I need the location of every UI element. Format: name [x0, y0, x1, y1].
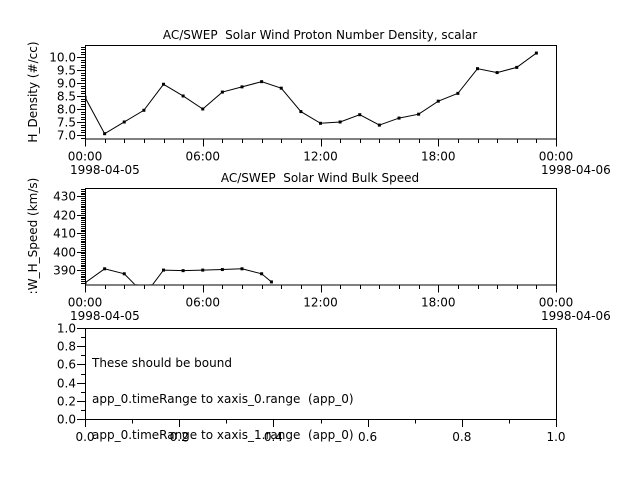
plot-0-y-axis-label: H_Density (#/cc) — [26, 41, 40, 143]
data-point-marker — [134, 284, 138, 285]
data-point-marker — [103, 132, 107, 136]
y-tick-label: 390 — [53, 264, 76, 278]
data-point-marker — [299, 110, 303, 114]
data-point-marker — [377, 123, 381, 127]
y-tick-label: 9.0 — [57, 77, 76, 91]
y-tick-label: 0.0 — [57, 413, 76, 427]
data-point-marker — [319, 121, 322, 125]
binding-annotation: These should be bound app_0.timeRange to… — [92, 333, 354, 465]
data-point-marker — [534, 51, 538, 55]
data-point-marker — [162, 82, 165, 86]
axis-ticks — [77, 47, 557, 147]
y-tick-label: 9.5 — [57, 64, 76, 78]
data-point-marker — [269, 280, 273, 284]
data-point-marker — [220, 268, 224, 272]
x-tick-label: 0.0 — [75, 430, 94, 444]
y-tick-label: 0.6 — [57, 358, 76, 372]
data-point-marker — [181, 94, 185, 98]
data-point-marker — [181, 269, 185, 273]
data-point-marker — [495, 71, 499, 75]
axis-ticks — [77, 189, 557, 293]
plot-panel-1[interactable]: 390 400 410 420 430 00:00 06:00 12:00 18:00 00:00… — [53, 188, 611, 323]
x-tick-label: 00:00 — [68, 150, 103, 164]
data-point-marker — [240, 267, 244, 271]
x-tick-label: 18:00 — [421, 150, 456, 164]
x-tick-label: 0.8 — [452, 430, 471, 444]
data-point-marker — [201, 268, 205, 272]
data-point-marker — [417, 112, 421, 116]
data-point-marker — [162, 268, 165, 272]
data-point-marker — [397, 116, 401, 120]
x-axis-end-date: 1998-04-06 — [541, 163, 611, 177]
y-tick-label: 0.4 — [57, 377, 76, 391]
data-point-marker — [436, 99, 440, 103]
data-point-marker — [260, 80, 264, 84]
y-tick-label: 8.0 — [57, 103, 76, 117]
x-tick-label: 18:00 — [421, 295, 456, 309]
x-tick-label: 12:00 — [303, 150, 338, 164]
series-line — [85, 268, 272, 285]
data-point-marker — [456, 91, 460, 95]
data-point-marker — [142, 108, 146, 112]
y-tick-label: 10.0 — [49, 51, 76, 65]
data-point-marker — [122, 120, 126, 124]
series-line — [85, 52, 537, 135]
data-point-marker — [103, 267, 107, 271]
annotation-line-2: app_0.timeRange to xaxis_0.range (app_0) — [92, 392, 354, 406]
plot-panel-2[interactable]: 0.0 0.2 0.4 0.6 0.8 1.0 0.0 0.2 0.4 0.6 0.8 1.0 — [57, 322, 566, 445]
data-point-marker — [240, 85, 244, 89]
x-tick-label: 12:00 — [303, 295, 338, 309]
x-tick-label: 1.0 — [546, 430, 565, 444]
plot-border — [85, 45, 557, 140]
data-point-marker — [150, 284, 154, 285]
x-tick-label: 0.6 — [358, 430, 377, 444]
y-tick-label: 420 — [53, 209, 76, 223]
annotation-line-3: app_0.timeRange to xaxis_1.range (app_0) — [92, 428, 354, 442]
x-tick-label: 0.2 — [170, 430, 189, 444]
y-tick-label: 430 — [53, 190, 76, 204]
data-point-marker — [122, 272, 126, 276]
data-point-marker — [85, 95, 87, 99]
data-point-marker — [476, 67, 479, 71]
data-point-marker — [338, 120, 342, 124]
y-tick-label: 8.5 — [57, 90, 76, 104]
plot-border — [85, 188, 557, 286]
y-tick-label: 7.5 — [57, 116, 76, 130]
x-tick-label: 00:00 — [539, 150, 574, 164]
plot-0-title: AC/SWEP Solar Wind Proton Number Density… — [162, 28, 478, 42]
x-axis-start-date: 1998-04-05 — [70, 309, 140, 323]
data-point-marker — [260, 272, 264, 276]
axis-ticks — [77, 328, 557, 427]
plot-1-title: AC/SWEP Solar Wind Bulk Speed — [220, 171, 420, 185]
x-tick-label: 06:00 — [185, 150, 220, 164]
x-tick-label: 00:00 — [68, 295, 103, 309]
data-point-marker — [515, 65, 519, 69]
x-tick-label: 0.4 — [264, 430, 283, 444]
y-tick-label: 7.0 — [57, 129, 76, 143]
data-point-marker — [201, 107, 205, 111]
x-tick-label: 06:00 — [185, 295, 220, 309]
series-SW_H_Speed — [85, 267, 273, 285]
x-axis-end-date: 1998-04-06 — [541, 309, 611, 323]
plot-panel-0[interactable]: 7.07.58.08.59.09.510.0 00:00 06:00 12:00 18:… — [49, 45, 611, 178]
data-point-marker — [358, 113, 362, 117]
y-tick-label: 410 — [53, 227, 76, 241]
annotation-line-1: These should be bound — [92, 356, 232, 370]
y-tick-label: 0.2 — [57, 395, 76, 409]
y-tick-label: 400 — [53, 246, 76, 260]
data-point-marker — [220, 90, 224, 94]
x-axis-start-date: 1998-04-05 — [70, 163, 140, 177]
y-tick-label: 1.0 — [57, 322, 76, 336]
data-point-marker — [279, 86, 283, 90]
y-tick-label: 0.8 — [57, 340, 76, 354]
x-tick-label: 00:00 — [539, 295, 574, 309]
plot-1-y-axis-label: :W_H_Speed (km/s) — [26, 177, 40, 295]
data-point-marker — [85, 281, 87, 285]
series-H_Density — [85, 51, 538, 136]
